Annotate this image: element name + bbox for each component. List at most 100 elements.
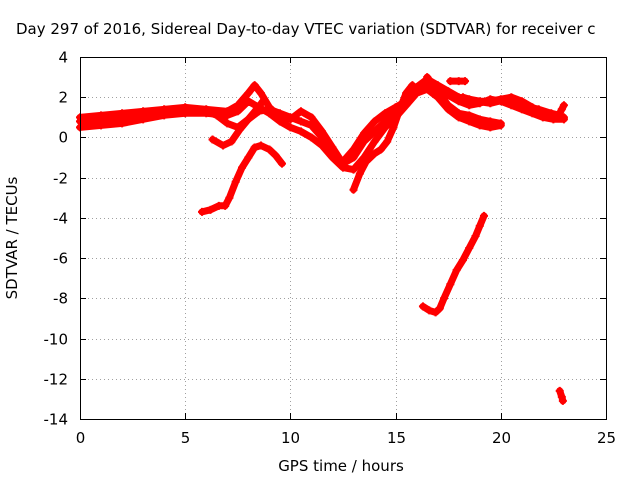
data-point bbox=[370, 117, 379, 126]
data-point bbox=[97, 115, 106, 124]
x-tick-label: 5 bbox=[181, 429, 191, 447]
data-point bbox=[486, 99, 495, 108]
data-point bbox=[238, 163, 247, 172]
series-trace bbox=[419, 212, 488, 316]
data-point bbox=[381, 123, 390, 132]
data-point bbox=[423, 85, 432, 94]
x-tick-label: 10 bbox=[281, 429, 300, 447]
data-point bbox=[212, 111, 221, 120]
y-tick-label: -2 bbox=[53, 170, 68, 188]
data-point bbox=[227, 137, 236, 146]
series-12 bbox=[555, 386, 567, 405]
x-tick-label: 20 bbox=[492, 429, 511, 447]
data-point bbox=[360, 129, 369, 138]
data-point bbox=[444, 87, 453, 96]
data-point bbox=[252, 105, 261, 114]
data-point bbox=[208, 135, 217, 144]
data-point bbox=[418, 302, 427, 311]
data-point bbox=[370, 137, 379, 146]
y-tick-label: -12 bbox=[44, 371, 69, 389]
data-point bbox=[555, 386, 564, 395]
data-point bbox=[465, 244, 474, 253]
series-7 bbox=[446, 77, 470, 86]
data-point bbox=[465, 111, 474, 120]
data-point bbox=[198, 207, 207, 216]
data-point bbox=[275, 109, 284, 118]
data-point bbox=[219, 141, 228, 150]
data-point bbox=[307, 133, 316, 142]
data-point bbox=[349, 185, 358, 194]
data-point bbox=[231, 177, 240, 186]
data-point bbox=[223, 119, 232, 128]
data-point bbox=[286, 113, 295, 122]
y-tick-label: 4 bbox=[58, 49, 68, 67]
data-point bbox=[444, 101, 453, 110]
series-trace bbox=[198, 142, 286, 216]
series-trace bbox=[350, 81, 416, 194]
x-tick-label: 25 bbox=[597, 429, 616, 447]
data-point bbox=[221, 201, 230, 210]
data-point bbox=[286, 123, 295, 132]
data-point bbox=[307, 121, 316, 130]
data-point bbox=[486, 117, 495, 126]
data-point bbox=[475, 221, 484, 230]
data-point bbox=[362, 157, 371, 166]
data-point bbox=[423, 73, 432, 82]
chart-title: Day 297 of 2016, Sidereal Day-to-day VTE… bbox=[16, 20, 596, 38]
data-point bbox=[339, 157, 347, 166]
x-tick-label: 15 bbox=[387, 429, 406, 447]
data-point bbox=[458, 93, 467, 102]
data-point bbox=[265, 105, 274, 114]
data-point bbox=[557, 105, 566, 114]
data-point bbox=[431, 308, 440, 317]
data-point bbox=[328, 149, 337, 158]
data-point bbox=[458, 256, 467, 265]
data-point bbox=[244, 89, 253, 98]
data-point bbox=[139, 111, 148, 120]
data-point bbox=[534, 105, 543, 114]
data-point bbox=[446, 280, 455, 289]
data-point bbox=[233, 107, 242, 116]
plot-frame bbox=[80, 57, 607, 420]
y-tick-label: -10 bbox=[44, 331, 69, 349]
data-point bbox=[454, 109, 463, 118]
series-11 bbox=[418, 211, 488, 317]
data-point bbox=[479, 211, 488, 220]
data-point bbox=[559, 101, 568, 110]
data-point bbox=[250, 81, 259, 90]
data-point bbox=[223, 111, 232, 120]
data-point bbox=[381, 109, 390, 118]
data-point bbox=[383, 137, 392, 146]
data-point bbox=[496, 119, 505, 128]
data-point bbox=[307, 113, 316, 122]
data-point bbox=[259, 97, 268, 106]
data-point bbox=[256, 89, 265, 98]
y-tick-label: -4 bbox=[53, 210, 68, 228]
data-point bbox=[376, 145, 385, 154]
data-point bbox=[317, 133, 326, 142]
data-point bbox=[296, 127, 305, 136]
series-5 bbox=[349, 81, 417, 194]
data-point bbox=[355, 169, 364, 178]
data-point bbox=[557, 392, 566, 401]
data-point bbox=[402, 89, 411, 98]
data-point bbox=[471, 231, 480, 240]
data-point bbox=[439, 294, 448, 303]
y-tick-label: -8 bbox=[53, 290, 68, 308]
y-axis-label: SDTVAR / TECUs bbox=[3, 176, 21, 299]
data-point bbox=[558, 396, 567, 405]
data-point bbox=[370, 127, 379, 136]
data-point bbox=[118, 113, 127, 122]
data-point bbox=[206, 205, 215, 214]
y-tick-label: 0 bbox=[58, 129, 68, 147]
data-point bbox=[296, 117, 305, 126]
data-point bbox=[225, 193, 234, 202]
data-point bbox=[461, 77, 470, 86]
data-point bbox=[275, 117, 284, 126]
data-point bbox=[446, 77, 455, 86]
data-point bbox=[277, 159, 286, 168]
data-point bbox=[475, 115, 484, 124]
data-point bbox=[435, 304, 444, 313]
series-4 bbox=[208, 97, 268, 150]
